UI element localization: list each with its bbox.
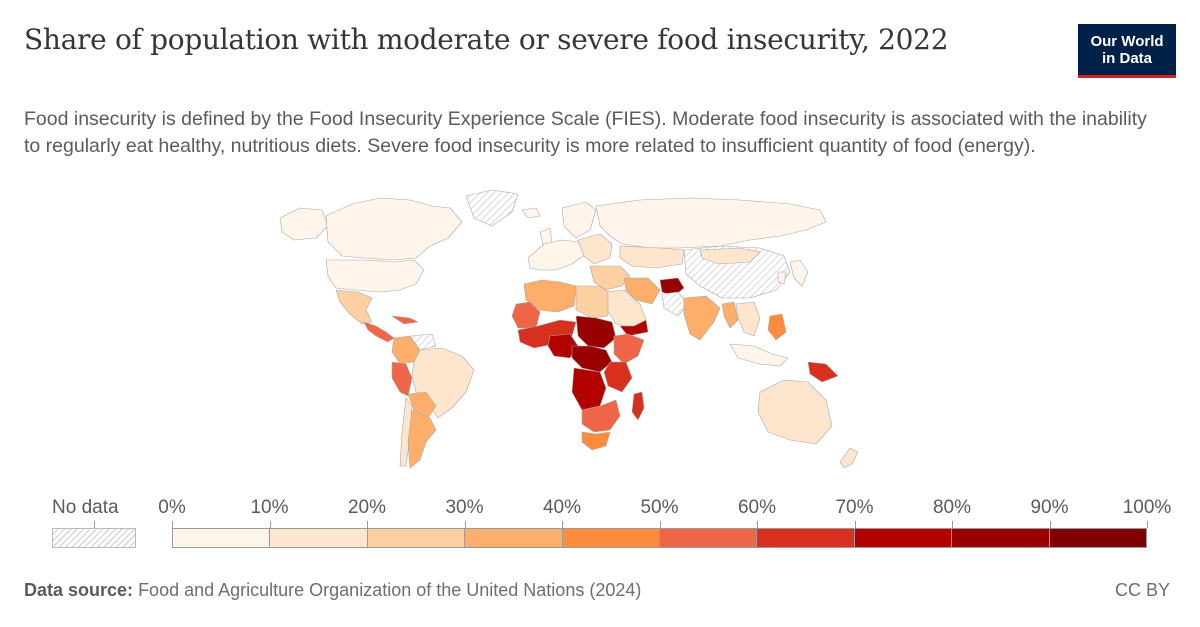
chart-subtitle: Food insecurity is defined by the Food I…: [24, 108, 1147, 157]
region-mongolia[interactable]: [699, 247, 761, 265]
legend-bin-8[interactable]: [952, 529, 1050, 547]
region-eastern-europe[interactable]: [577, 233, 613, 265]
region-madagascar[interactable]: [631, 391, 645, 421]
region-russia[interactable]: [595, 197, 827, 249]
legend-tick-label: 50%: [640, 497, 679, 518]
region-myanmar[interactable]: [721, 301, 739, 329]
region-turkey-middle-east[interactable]: [589, 265, 631, 291]
region-sahel-west[interactable]: [517, 319, 577, 349]
legend-no-data-swatch[interactable]: [52, 528, 136, 548]
legend-bin-5[interactable]: [660, 529, 758, 547]
legend-tick-label: 30%: [445, 497, 484, 518]
region-drc-angola[interactable]: [571, 367, 607, 411]
legend-tick-mark: [269, 521, 271, 528]
region-nigeria[interactable]: [547, 333, 579, 359]
legend-tick-mark: [367, 521, 368, 528]
data-source-label: Data source:: [24, 580, 134, 600]
region-chile[interactable]: [399, 397, 413, 467]
legend-no-data-label: No data: [52, 497, 119, 518]
region-argentina[interactable]: [407, 409, 437, 469]
region-afghanistan[interactable]: [659, 277, 685, 297]
logo-line-1: Our World: [1090, 33, 1164, 50]
region-kenya-tanzania[interactable]: [603, 361, 633, 393]
region-central-america[interactable]: [363, 321, 395, 343]
region-bolivia-paraguay[interactable]: [407, 391, 437, 419]
legend-bin-2[interactable]: [367, 529, 466, 547]
legend-tick-label: 0%: [158, 497, 186, 518]
legend-tick-mark: [757, 521, 758, 528]
legend-bin-6[interactable]: [757, 529, 855, 547]
chart-title: Share of population with moderate or sev…: [24, 23, 949, 56]
data-source: Data source: Food and Agriculture Organi…: [24, 580, 641, 601]
region-central-africa[interactable]: [571, 345, 613, 373]
region-south-africa[interactable]: [581, 431, 611, 451]
legend-tick-mark: [172, 521, 173, 528]
region-caribbean[interactable]: [391, 315, 419, 325]
legend-tick-mark: [659, 521, 661, 528]
region-australia[interactable]: [757, 379, 833, 445]
legend-tick-label: 60%: [737, 497, 777, 518]
region-indonesia[interactable]: [729, 343, 789, 367]
logo-line-2: in Data: [1101, 50, 1152, 67]
legend-tick-mark: [562, 521, 563, 528]
region-new-zealand[interactable]: [839, 447, 859, 469]
legend-bin-3[interactable]: [465, 529, 563, 547]
region-iceland-uk-scandinavia[interactable]: [521, 201, 597, 249]
legend-tick-label: 70%: [835, 497, 874, 518]
legend-tick-label: 10%: [250, 497, 289, 518]
legend-tick-label: 100%: [1122, 497, 1172, 518]
region-usa[interactable]: [325, 259, 425, 293]
legend-tick-mark: [1147, 521, 1148, 528]
region-iran[interactable]: [623, 277, 661, 305]
legend-color-bar: [172, 528, 1147, 548]
region-alaska[interactable]: [279, 207, 329, 241]
region-mexico[interactable]: [335, 289, 373, 325]
legend-bin-1[interactable]: [270, 529, 368, 547]
license-link[interactable]: CC BY: [1114, 580, 1170, 600]
region-canada[interactable]: [325, 197, 463, 261]
legend-bin-7[interactable]: [854, 529, 953, 547]
region-india[interactable]: [683, 295, 721, 341]
legend-tick-mark: [854, 521, 856, 528]
legend-tick-label: 90%: [1030, 497, 1069, 518]
legend-tick-label: 80%: [932, 497, 972, 518]
region-southern-africa[interactable]: [581, 399, 621, 433]
region-southeast-asia[interactable]: [735, 301, 761, 337]
region-philippines[interactable]: [767, 313, 787, 341]
legend-tick-label: 40%: [542, 497, 582, 518]
legend-tick-mark: [1049, 521, 1051, 528]
legend-no-data-tick: [94, 521, 95, 528]
region-chad-sudan[interactable]: [575, 315, 617, 349]
region-pakistan[interactable]: [661, 291, 689, 317]
region-japan-korea[interactable]: [777, 259, 809, 287]
legend-tick-label: 20%: [347, 497, 387, 518]
legend-bin-4[interactable]: [562, 529, 661, 547]
region-libya-egypt[interactable]: [575, 285, 609, 319]
data-source-text[interactable]: Food and Agriculture Organization of the…: [138, 580, 642, 600]
world-map[interactable]: [260, 186, 860, 476]
region-kazakhstan[interactable]: [619, 245, 685, 269]
region-western-europe[interactable]: [527, 239, 587, 271]
legend-tick-mark: [464, 521, 466, 528]
legend-bin-9[interactable]: [1049, 529, 1147, 547]
region-ethiopia-horn[interactable]: [613, 333, 645, 365]
region-greenland[interactable]: [465, 189, 519, 227]
legend-tick-mark: [952, 521, 953, 528]
owid-logo[interactable]: Our World in Data: [1078, 24, 1176, 78]
region-papua-new-guinea[interactable]: [807, 361, 839, 383]
legend-bin-0[interactable]: [173, 529, 271, 547]
region-peru[interactable]: [391, 361, 413, 397]
